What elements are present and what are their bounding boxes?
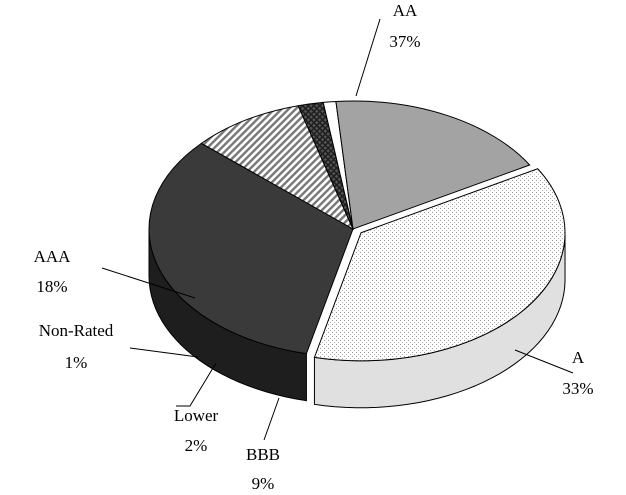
slice-label-aa: AA	[393, 1, 418, 20]
leader-line-aa	[355, 18, 381, 97]
slice-value-non-rated: 1%	[65, 353, 88, 372]
pie-tops	[148, 100, 566, 362]
slice-label-lower: Lower	[174, 406, 219, 425]
leader-lines	[101, 18, 574, 441]
slice-value-a: 33%	[562, 379, 593, 398]
leader-line-lower	[176, 362, 217, 407]
leader-line-non-rated	[129, 347, 199, 358]
slice-label-aaa: AAA	[34, 247, 72, 266]
slice-aa	[313, 168, 566, 362]
leader-line-a	[514, 349, 574, 374]
leader-line-bbb	[263, 397, 280, 441]
slice-labels: AA 37% A 33% BBB 9% Lower 2% Non-Rated 1% AAA 18%	[34, 1, 594, 493]
slice-value-bbb: 9%	[252, 474, 275, 493]
slice-value-lower: 2%	[185, 436, 208, 455]
slice-aaa	[335, 100, 531, 230]
leader-line-aaa	[101, 267, 196, 299]
slice-value-aaa: 18%	[36, 277, 67, 296]
slice-label-a: A	[572, 348, 585, 367]
slice-a	[148, 142, 354, 355]
slice-label-bbb: BBB	[246, 445, 280, 464]
slice-bbb	[200, 105, 355, 231]
slice-label-non-rated: Non-Rated	[39, 321, 114, 340]
slice-value-aa: 37%	[389, 32, 420, 51]
